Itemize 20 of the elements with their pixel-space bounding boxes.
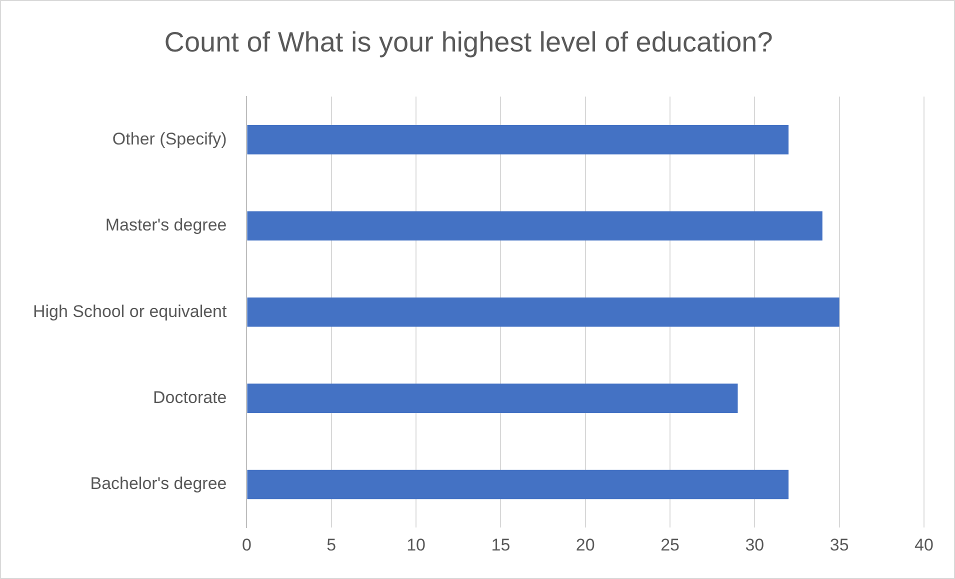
x-tick-label: 5 xyxy=(326,535,336,554)
y-tick-label: Master's degree xyxy=(105,216,227,235)
y-tick-label: Other (Specify) xyxy=(112,129,227,148)
x-tick-label: 35 xyxy=(830,535,849,554)
x-tick-label: 20 xyxy=(576,535,595,554)
bar xyxy=(247,470,789,500)
x-tick-label: 25 xyxy=(660,535,680,554)
y-tick-label: Bachelor's degree xyxy=(90,474,227,494)
x-tick-label: 40 xyxy=(914,535,934,554)
bar xyxy=(247,384,738,413)
bar xyxy=(247,125,789,154)
x-tick-label: 15 xyxy=(491,535,510,554)
bar xyxy=(247,297,840,327)
y-tick-label: Doctorate xyxy=(153,388,227,407)
x-tick-label: 10 xyxy=(406,535,426,554)
chart-title: Count of What is your highest level of education? xyxy=(164,26,773,58)
x-tick-label: 0 xyxy=(242,535,252,554)
x-tick-label: 30 xyxy=(745,535,764,554)
bar xyxy=(247,211,822,241)
y-tick-label: High School or equivalent xyxy=(33,302,228,321)
